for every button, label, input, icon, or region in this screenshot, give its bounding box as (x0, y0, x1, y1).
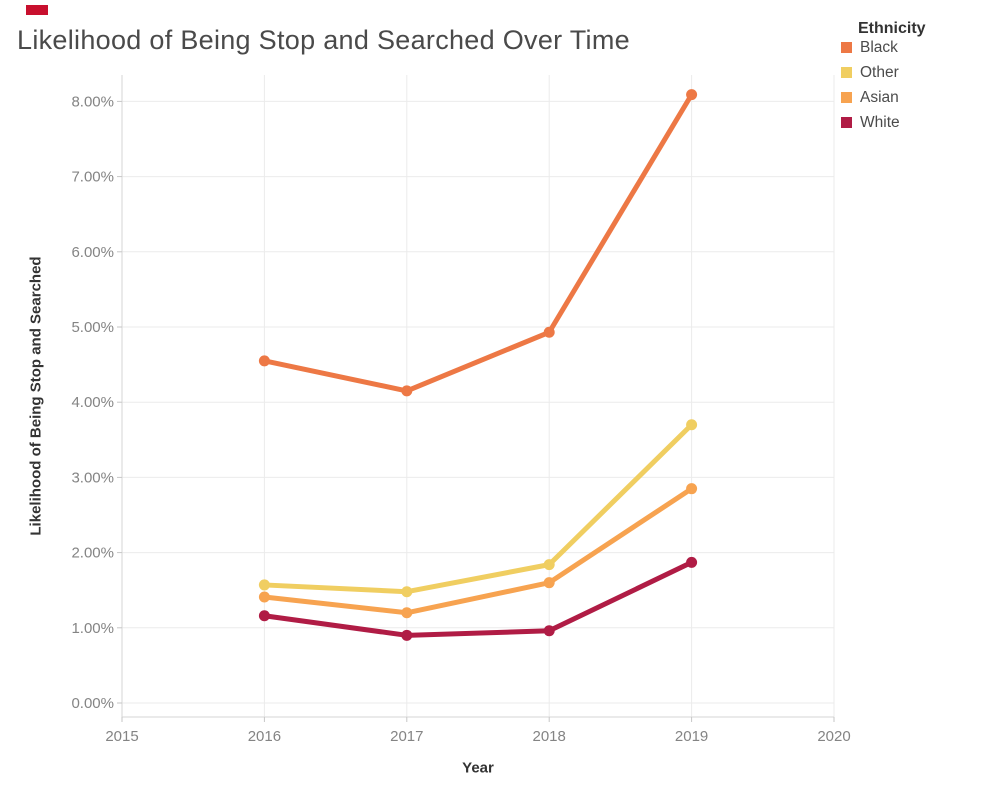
y-tick-label: 7.00% (71, 169, 114, 186)
legend-item-other[interactable]: Other (841, 60, 991, 85)
red-capture-marker (26, 5, 48, 15)
data-point-black[interactable] (258, 355, 270, 367)
data-point-black[interactable] (401, 385, 413, 397)
legend-swatch-icon (841, 42, 852, 53)
legend-item-asian[interactable]: Asian (841, 85, 991, 110)
chart-title: Likelihood of Being Stop and Searched Ov… (17, 25, 630, 55)
legend-item-label: Black (860, 38, 898, 56)
legend-item-black[interactable]: Black (841, 35, 991, 60)
data-point-other[interactable] (401, 586, 413, 598)
y-tick-label: 4.00% (71, 394, 114, 411)
x-tick-label: 2016 (248, 728, 281, 745)
legend-item-label: White (860, 113, 900, 131)
legend: Black Other Asian White (841, 35, 991, 135)
legend-title: Ethnicity (858, 20, 926, 37)
data-point-black[interactable] (686, 89, 698, 101)
x-tick-label: 2019 (675, 728, 708, 745)
x-tick-label: 2020 (817, 728, 850, 745)
legend-swatch-icon (841, 117, 852, 128)
series-line-asian[interactable] (261, 486, 695, 616)
x-tick-label: 2015 (105, 728, 138, 745)
y-tick-label: 2.00% (71, 545, 114, 562)
data-point-asian[interactable] (401, 607, 413, 619)
data-point-white[interactable] (543, 625, 555, 637)
data-point-white[interactable] (258, 610, 270, 622)
data-point-black[interactable] (543, 326, 555, 338)
series-line-other[interactable] (261, 422, 695, 595)
series-line-black[interactable] (261, 92, 695, 394)
legend-swatch-icon (841, 92, 852, 103)
y-tick-label: 5.00% (71, 319, 114, 336)
y-tick-label: 0.00% (71, 695, 114, 712)
data-point-asian[interactable] (686, 483, 698, 495)
data-point-asian[interactable] (258, 591, 270, 603)
legend-item-label: Asian (860, 88, 899, 106)
y-tick-label: 6.00% (71, 244, 114, 261)
x-tick-label: 2017 (390, 728, 423, 745)
legend-swatch-icon (841, 67, 852, 78)
data-point-white[interactable] (686, 556, 698, 568)
y-tick-label: 1.00% (71, 620, 114, 637)
legend-item-label: Other (860, 63, 899, 81)
y-tick-label: 3.00% (71, 469, 114, 486)
data-point-asian[interactable] (543, 577, 555, 589)
series-line-white[interactable] (261, 559, 695, 638)
x-axis-title: Year (462, 759, 494, 777)
data-point-other[interactable] (258, 579, 270, 591)
legend-item-white[interactable]: White (841, 110, 991, 135)
data-point-white[interactable] (401, 629, 413, 641)
data-point-other[interactable] (686, 419, 698, 431)
y-tick-label: 8.00% (71, 93, 114, 110)
data-point-other[interactable] (543, 559, 555, 571)
x-tick-label: 2018 (533, 728, 566, 745)
